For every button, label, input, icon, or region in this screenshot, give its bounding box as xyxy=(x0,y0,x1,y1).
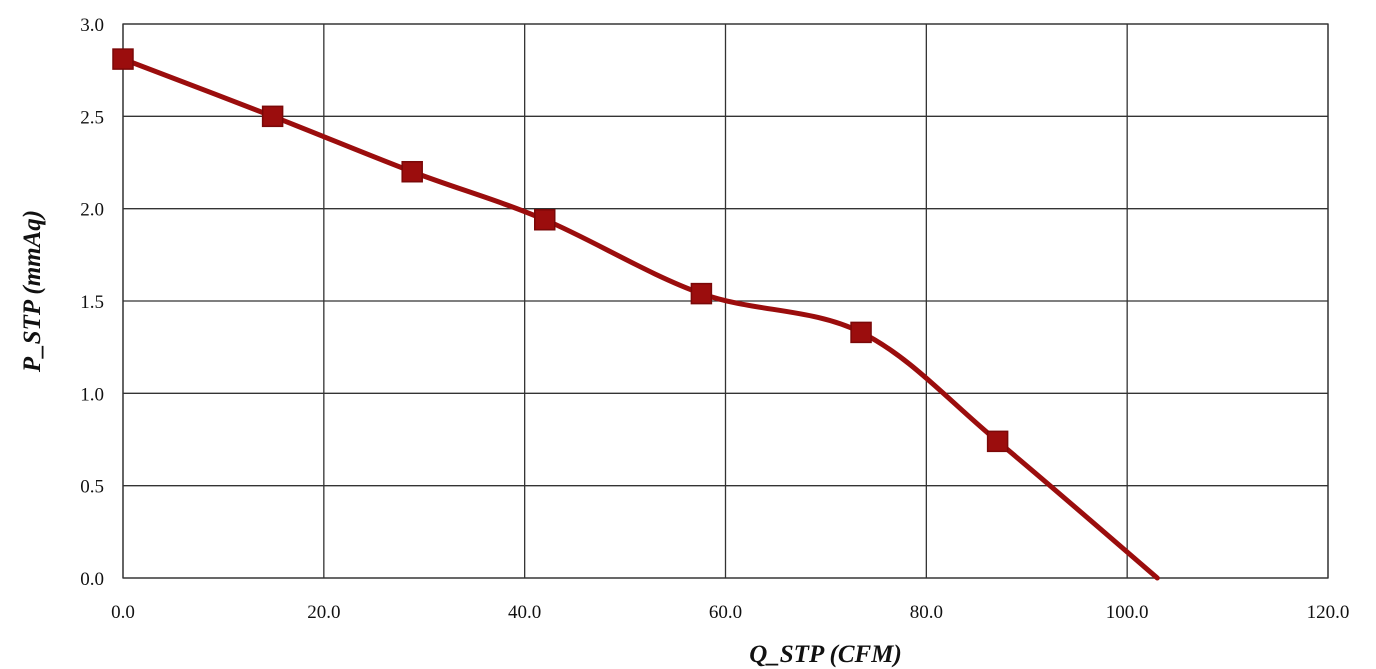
y-tick-label: 2.0 xyxy=(80,200,104,221)
plot-area-frame xyxy=(122,23,1329,579)
data-point-marker xyxy=(690,282,713,305)
series-line xyxy=(120,56,1160,581)
y-axis-ticks: 0.0 0.5 1.0 1.5 2.0 2.5 3.0 xyxy=(80,15,104,590)
y-tick-label: 1.0 xyxy=(80,384,104,405)
y-tick-label: 2.5 xyxy=(80,107,104,128)
data-point-marker xyxy=(986,430,1009,453)
x-tick-label: 60.0 xyxy=(709,602,742,623)
data-point-marker xyxy=(261,105,284,128)
x-tick-label: 80.0 xyxy=(910,602,943,623)
y-tick-label: 0.0 xyxy=(80,569,104,590)
x-axis-title: Q_STP (CFM) xyxy=(749,641,902,668)
x-tick-label: 20.0 xyxy=(307,602,340,623)
y-tick-label: 3.0 xyxy=(80,15,104,36)
x-tick-label: 100.0 xyxy=(1106,602,1149,623)
data-point-marker xyxy=(850,321,872,344)
data-point-marker xyxy=(112,48,134,70)
x-tick-label: 40.0 xyxy=(508,602,541,623)
y-tick-label: 0.5 xyxy=(80,477,104,498)
x-tick-label: 0.0 xyxy=(111,602,135,623)
x-tick-label: 120.0 xyxy=(1307,602,1350,623)
y-tick-label: 1.5 xyxy=(80,292,104,313)
data-point-marker xyxy=(534,208,556,231)
series-layer xyxy=(112,48,1160,581)
x-axis-ticks: 0.0 20.0 40.0 60.0 80.0 100.0 120.0 xyxy=(111,602,1349,623)
y-axis-title: P_STP (mmAq) xyxy=(19,210,46,373)
data-point-marker xyxy=(401,160,423,183)
